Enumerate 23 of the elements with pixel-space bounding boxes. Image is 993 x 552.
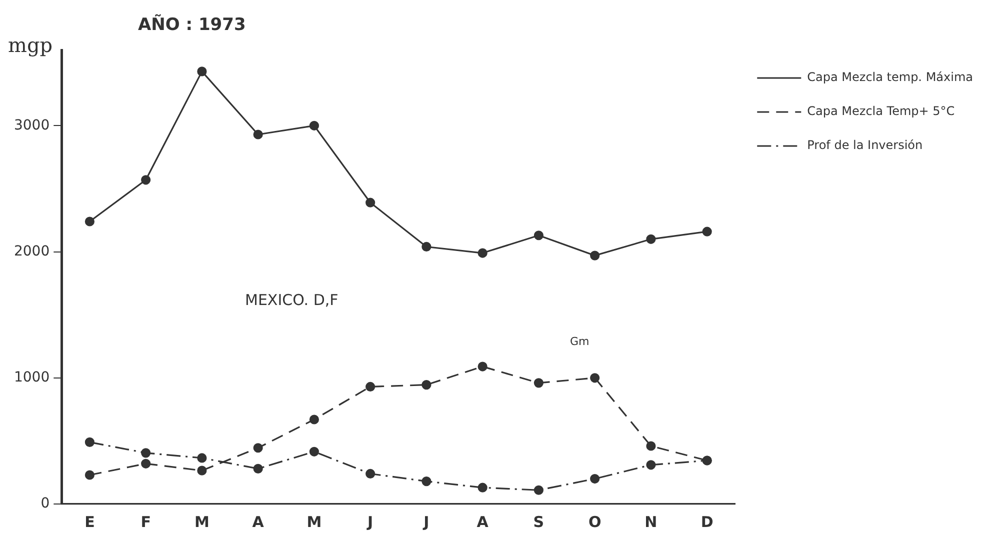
x-tick-label: N bbox=[644, 512, 658, 531]
legend-label: Prof de la Inversión bbox=[807, 138, 923, 152]
y-axis-title: mgp bbox=[8, 33, 53, 57]
x-tick-label: M bbox=[194, 512, 210, 531]
x-tick-label: O bbox=[588, 512, 602, 531]
x-tick-label: A bbox=[476, 512, 489, 531]
x-tick-label: J bbox=[422, 512, 430, 531]
y-tick-label: 2000 bbox=[14, 243, 50, 260]
annotation: Gm bbox=[570, 335, 590, 348]
legend-label: Capa Mezcla Temp+ 5°C bbox=[807, 104, 955, 118]
x-tick-label: S bbox=[533, 512, 544, 531]
x-tick-label: E bbox=[84, 512, 95, 531]
y-tick-label: 0 bbox=[40, 496, 50, 512]
x-tick-label: A bbox=[252, 512, 264, 531]
x-tick-label: F bbox=[140, 512, 151, 531]
x-tick-label: M bbox=[306, 512, 322, 531]
y-tick-label: 3000 bbox=[14, 117, 50, 134]
x-tick-label: J bbox=[366, 512, 374, 531]
x-tick-label: D bbox=[700, 512, 714, 531]
y-tick-label: 1000 bbox=[14, 370, 50, 386]
annotation: MEXICO. D,F bbox=[245, 291, 338, 309]
legend-label: Capa Mezcla temp. Máxima bbox=[807, 70, 974, 84]
chart-title: AÑO : 1973 bbox=[138, 14, 246, 35]
